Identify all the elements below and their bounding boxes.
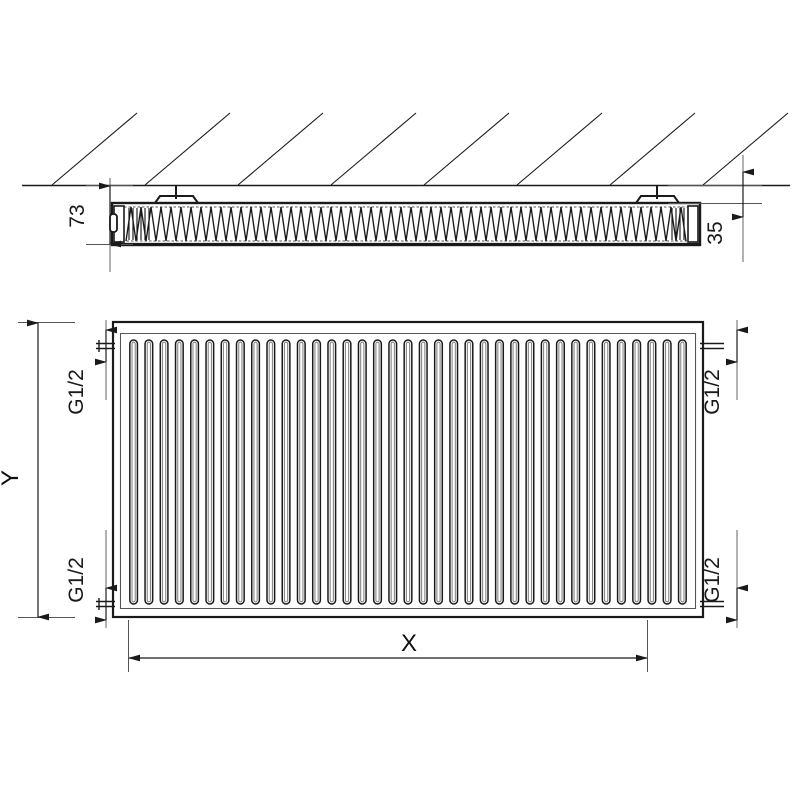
front-fin (418, 339, 428, 605)
front-fin (190, 339, 200, 605)
dimension-label-73: 73 (66, 204, 89, 227)
dimension-height-y: Y (0, 319, 75, 621)
front-fin (251, 339, 261, 605)
front-fin (540, 339, 550, 605)
dimension-label-y: Y (0, 470, 24, 486)
front-fin (647, 339, 657, 605)
front-fin (311, 339, 322, 605)
dimension-depth-73: 73 (66, 178, 133, 272)
port-label-bottom-left: G1/2 (65, 557, 88, 603)
label-y-backing (4, 457, 34, 485)
front-fin (601, 339, 611, 605)
dimension-label-35: 35 (704, 221, 727, 244)
port-label-top-left: G1/2 (65, 369, 88, 415)
front-fin (144, 339, 154, 605)
front-fin (433, 339, 444, 605)
front-fin (632, 339, 642, 605)
wall-hatching (51, 112, 789, 186)
front-fin (571, 339, 581, 605)
front-fin (129, 339, 139, 605)
dimension-port-top-left: G1/2 (65, 320, 117, 415)
port-label-bottom-right: G1/2 (701, 557, 724, 603)
section-convector-fins (125, 206, 687, 242)
front-fin (388, 339, 398, 605)
front-fin (205, 339, 215, 605)
dimension-width-x: X (128, 620, 648, 672)
front-fin (403, 339, 413, 605)
front-fin (235, 339, 245, 605)
front-fin (281, 339, 291, 605)
front-fin (586, 339, 596, 605)
front-fin (357, 339, 367, 605)
front-fin (479, 339, 489, 605)
front-fin (327, 339, 337, 605)
front-fin (372, 339, 383, 605)
dimension-port-bottom-right: G1/2 (701, 530, 748, 628)
front-fin (525, 339, 535, 605)
front-fin (266, 339, 276, 605)
dimension-wall-gap-35: 35 (668, 155, 762, 262)
section-right-header (687, 205, 699, 243)
front-fin (342, 339, 352, 605)
front-fins (129, 339, 687, 605)
front-fin (296, 339, 306, 605)
front-fin (616, 339, 626, 605)
front-fin (494, 339, 505, 605)
port-label-top-right: G1/2 (701, 369, 724, 415)
front-fin (174, 339, 184, 605)
port-top-right (700, 342, 724, 350)
dimension-port-bottom-left: G1/2 (65, 530, 117, 628)
port-bottom-right (700, 600, 724, 608)
front-fin (220, 339, 230, 605)
front-fin (464, 339, 474, 605)
side-section-view: 73 35 (22, 112, 790, 272)
dimension-label-x: X (401, 630, 417, 657)
dimension-port-top-right: G1/2 (701, 320, 748, 415)
front-fin (662, 339, 672, 605)
front-fin (510, 339, 520, 605)
front-fin (677, 339, 687, 605)
front-fin (555, 339, 565, 605)
front-fin (449, 339, 459, 605)
label-x-backing (396, 628, 422, 656)
front-fin (159, 339, 169, 605)
section-tube-lines (128, 208, 685, 240)
front-elevation-view: G1/2 G1/2 G1/2 (0, 319, 748, 672)
front-fin-group (129, 339, 687, 605)
